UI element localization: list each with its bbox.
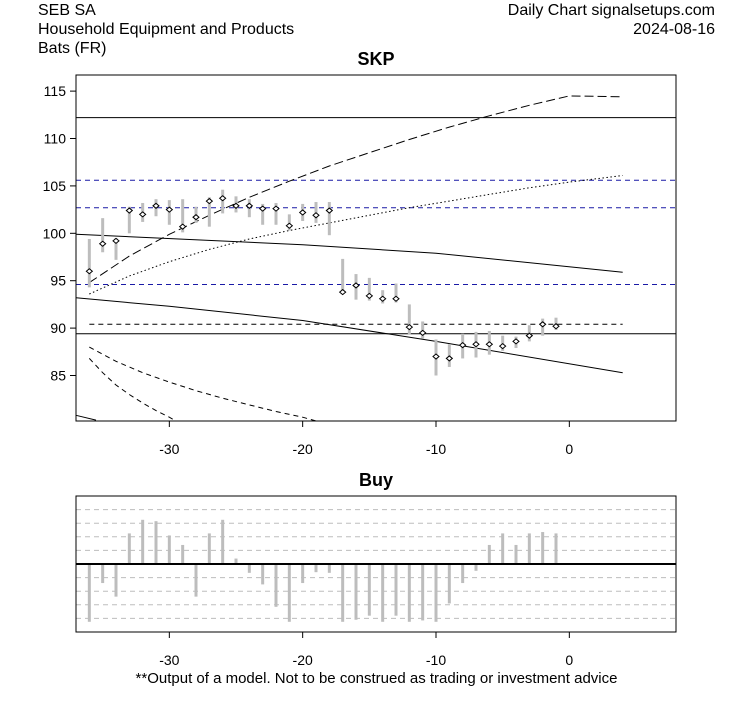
y-tick-label: 100 (43, 225, 67, 241)
y-tick-label: 90 (50, 320, 66, 336)
candle-close-marker (285, 222, 294, 229)
candle-close-marker (472, 341, 480, 348)
lower-short-dashed-1 (89, 346, 317, 422)
candle-close-marker (112, 237, 120, 245)
x-tick-label: -20 (293, 652, 313, 668)
x-tick-label: -30 (159, 441, 179, 457)
candle-close-marker (138, 211, 147, 218)
candle-close-marker (298, 209, 307, 216)
candle-close-marker (392, 295, 400, 302)
candle-close-marker (432, 353, 440, 360)
disclaimer: **Output of a model. Not to be construed… (135, 670, 618, 687)
header-left: SEB SA Household Equipment and Products … (38, 1, 294, 58)
y-tick-label: 85 (50, 367, 66, 383)
candle-close-marker (418, 329, 427, 336)
candle-close-marker (445, 355, 454, 362)
upper-channel-solid (75, 233, 623, 273)
price-reference-lines (76, 117, 676, 335)
chart-source: Daily Chart signalsetups.com (507, 2, 715, 19)
price-plot-frame (75, 74, 677, 422)
candle-close-marker (325, 207, 334, 214)
candle-close-marker (205, 197, 214, 205)
candle-close-marker (525, 332, 534, 339)
candle-close-marker (338, 288, 347, 296)
y-tick-label: 105 (43, 178, 67, 194)
lower-solid-stub (75, 414, 97, 421)
price-model-curves (75, 95, 623, 422)
upper-dotted (89, 175, 623, 295)
y-tick-label: 110 (44, 131, 67, 147)
candle-close-marker (312, 212, 320, 219)
candle-close-marker (352, 282, 360, 289)
candle-close-marker (218, 195, 227, 202)
y-tick-label: 115 (44, 83, 67, 99)
x-tick-label: -30 (159, 652, 179, 668)
candle-close-marker (538, 321, 547, 328)
candle-close-marker (498, 342, 507, 350)
header-right: Daily Chart signalsetups.com 2024-08-16 (508, 1, 715, 39)
buy-plot-frame (75, 495, 677, 633)
candle-close-marker (85, 268, 94, 275)
candle-close-marker (125, 207, 134, 214)
candle-close-marker (192, 214, 200, 221)
buy-chart-title: Buy (359, 470, 393, 490)
buy-panel: Buy -30 -20 -10 0 (75, 470, 677, 668)
x-tick-label: 0 (565, 652, 573, 668)
price-candles (85, 189, 560, 376)
candle-close-marker (405, 324, 414, 331)
x-tick-label: -20 (293, 441, 313, 457)
candle-close-marker (512, 338, 520, 345)
candle-close-marker (245, 202, 254, 209)
company-name: SEB SA (38, 2, 96, 19)
candle-close-marker (378, 295, 387, 302)
buy-axes: -30 -20 -10 0 (75, 495, 677, 668)
candle-close-marker (165, 206, 174, 213)
exchange-name: Bats (FR) (38, 40, 107, 57)
candle-close-marker (258, 205, 267, 212)
candle-close-marker (152, 202, 160, 209)
candle-close-marker (552, 323, 560, 330)
candle-close-marker (365, 292, 374, 300)
candle-close-marker (98, 240, 107, 247)
candle-close-marker (458, 342, 467, 349)
price-chart-title: SKP (357, 49, 394, 69)
buy-bars (76, 519, 676, 622)
candle-close-marker (272, 205, 280, 212)
candle-close-marker (485, 341, 494, 348)
buy-gridlines (76, 509, 676, 619)
x-tick-label: 0 (565, 441, 573, 457)
x-tick-label: -10 (426, 652, 446, 668)
upper-long-dashed (89, 95, 623, 284)
y-tick-label: 95 (50, 273, 66, 289)
x-tick-label: -10 (426, 441, 446, 457)
sector-name: Household Equipment and Products (38, 21, 295, 38)
chart-date: 2024-08-16 (633, 21, 715, 38)
candle-close-marker (232, 202, 240, 209)
price-panel: SKP 85 90 95 100 105 110 115 -30 -20 -10 0 (43, 49, 677, 457)
lower-channel-solid (75, 297, 623, 374)
candle-close-marker (178, 223, 187, 230)
price-axes: 85 90 95 100 105 110 115 -30 -20 -10 0 (43, 74, 677, 457)
lower-short-dashed-2 (88, 358, 177, 422)
